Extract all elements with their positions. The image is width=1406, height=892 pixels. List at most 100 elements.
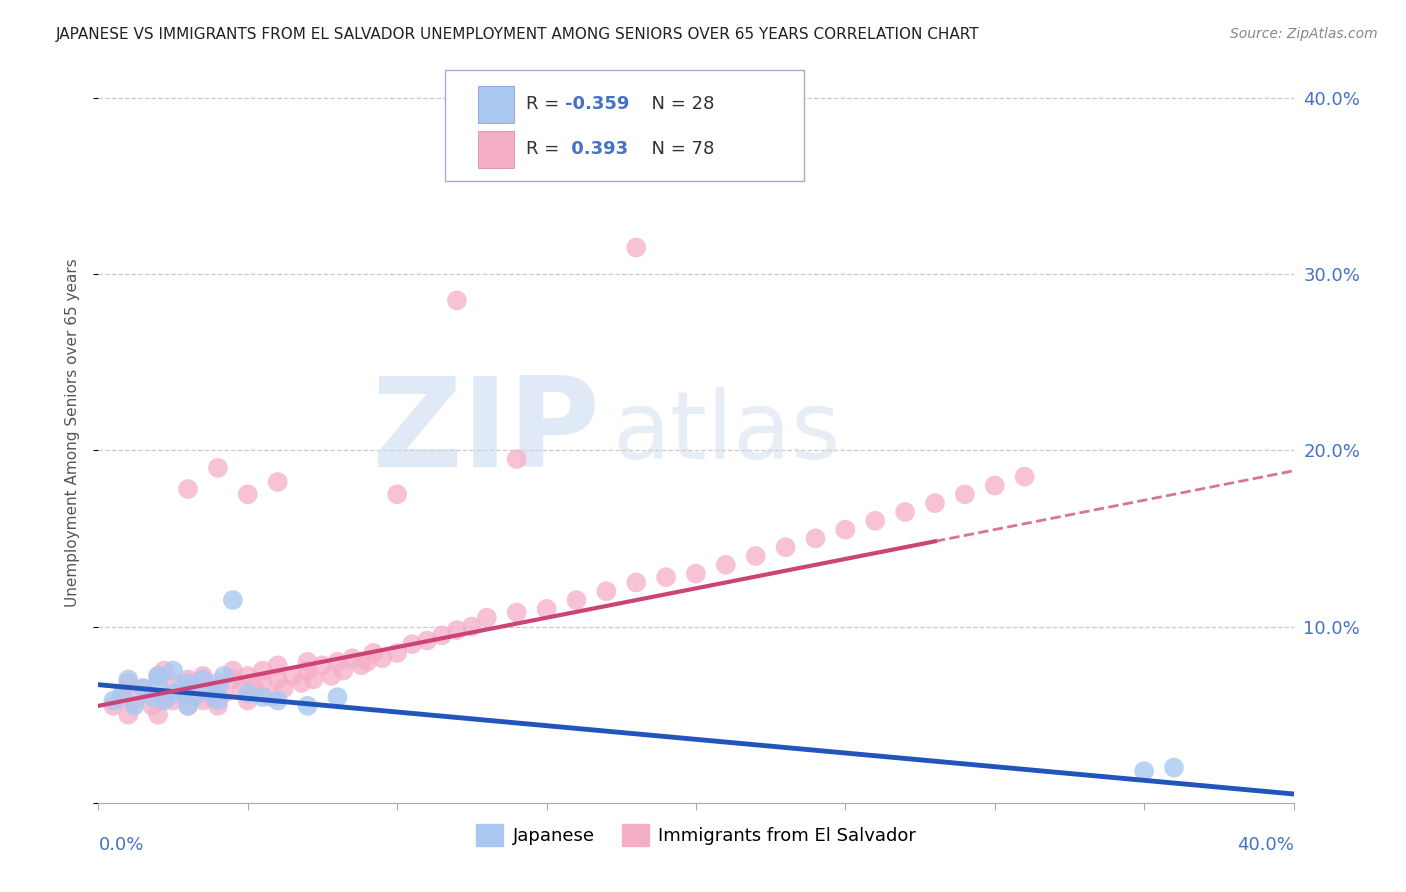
Point	[775, 540, 797, 554]
Point	[177, 673, 200, 687]
Point	[291, 676, 314, 690]
Point	[446, 623, 468, 637]
Point	[984, 478, 1007, 492]
Point	[162, 664, 184, 678]
Point	[326, 690, 349, 704]
Point	[321, 669, 343, 683]
Point	[103, 698, 125, 713]
Point	[236, 686, 259, 700]
Point	[141, 698, 163, 713]
FancyBboxPatch shape	[478, 131, 515, 168]
Point	[894, 505, 917, 519]
Point	[326, 655, 349, 669]
Point	[332, 664, 354, 678]
Point	[273, 681, 295, 696]
Point	[281, 669, 304, 683]
Text: N = 78: N = 78	[640, 140, 714, 159]
Point	[363, 646, 385, 660]
Point	[207, 698, 229, 713]
Point	[446, 293, 468, 308]
Point	[297, 698, 319, 713]
Point	[252, 690, 274, 704]
Point	[430, 628, 453, 642]
Text: R =: R =	[526, 140, 565, 159]
Point	[201, 690, 224, 704]
Text: 40.0%: 40.0%	[1237, 836, 1294, 855]
Text: N = 28: N = 28	[640, 95, 714, 113]
Point	[350, 658, 373, 673]
Point	[148, 669, 170, 683]
Text: ZIP: ZIP	[371, 372, 600, 493]
Text: atlas: atlas	[613, 386, 841, 479]
Point	[1014, 469, 1036, 483]
Point	[243, 681, 266, 696]
Point	[153, 664, 176, 678]
Point	[148, 707, 170, 722]
Point	[416, 633, 439, 648]
Point	[111, 690, 134, 704]
Point	[260, 690, 283, 704]
Point	[236, 693, 259, 707]
Point	[267, 475, 290, 489]
Point	[267, 673, 290, 687]
Point	[153, 690, 176, 704]
Point	[745, 549, 768, 563]
Point	[124, 693, 146, 707]
Point	[924, 496, 946, 510]
Point	[311, 658, 333, 673]
Point	[117, 707, 139, 722]
Legend: Japanese, Immigrants from El Salvador: Japanese, Immigrants from El Salvador	[470, 816, 922, 853]
Point	[191, 693, 214, 707]
Point	[148, 676, 170, 690]
Point	[207, 676, 229, 690]
Point	[222, 664, 245, 678]
Point	[655, 570, 678, 584]
Point	[177, 676, 200, 690]
Point	[626, 240, 648, 255]
Point	[252, 664, 274, 678]
Point	[356, 655, 378, 669]
Point	[162, 676, 184, 690]
Point	[231, 681, 253, 696]
Point	[222, 593, 245, 607]
Point	[302, 673, 325, 687]
Point	[1163, 760, 1185, 774]
Point	[371, 651, 394, 665]
Point	[177, 698, 200, 713]
Point	[207, 693, 229, 707]
Point	[595, 584, 617, 599]
Point	[132, 681, 155, 696]
Point	[183, 690, 205, 704]
Point	[201, 686, 224, 700]
Point	[267, 693, 290, 707]
Point	[475, 610, 498, 624]
Point	[834, 523, 856, 537]
Point	[172, 686, 194, 700]
Point	[385, 646, 409, 660]
Point	[297, 655, 319, 669]
Text: 0.393: 0.393	[565, 140, 627, 159]
Point	[191, 673, 214, 687]
Point	[103, 693, 125, 707]
Point	[111, 686, 134, 700]
Point	[172, 681, 194, 696]
Point	[222, 673, 245, 687]
Y-axis label: Unemployment Among Seniors over 65 years: Unemployment Among Seniors over 65 years	[65, 259, 80, 607]
Point	[207, 461, 229, 475]
Point	[124, 698, 146, 713]
Point	[162, 693, 184, 707]
Point	[297, 664, 319, 678]
Text: 0.0%: 0.0%	[98, 836, 143, 855]
Text: JAPANESE VS IMMIGRANTS FROM EL SALVADOR UNEMPLOYMENT AMONG SENIORS OVER 65 YEARS: JAPANESE VS IMMIGRANTS FROM EL SALVADOR …	[56, 27, 980, 42]
FancyBboxPatch shape	[446, 70, 804, 181]
Text: R =: R =	[526, 95, 565, 113]
Point	[177, 482, 200, 496]
Point	[207, 681, 229, 696]
Point	[536, 602, 558, 616]
Point	[461, 619, 484, 633]
Point	[385, 487, 409, 501]
Point	[267, 658, 290, 673]
Point	[117, 673, 139, 687]
Point	[212, 686, 235, 700]
Point	[153, 693, 176, 707]
